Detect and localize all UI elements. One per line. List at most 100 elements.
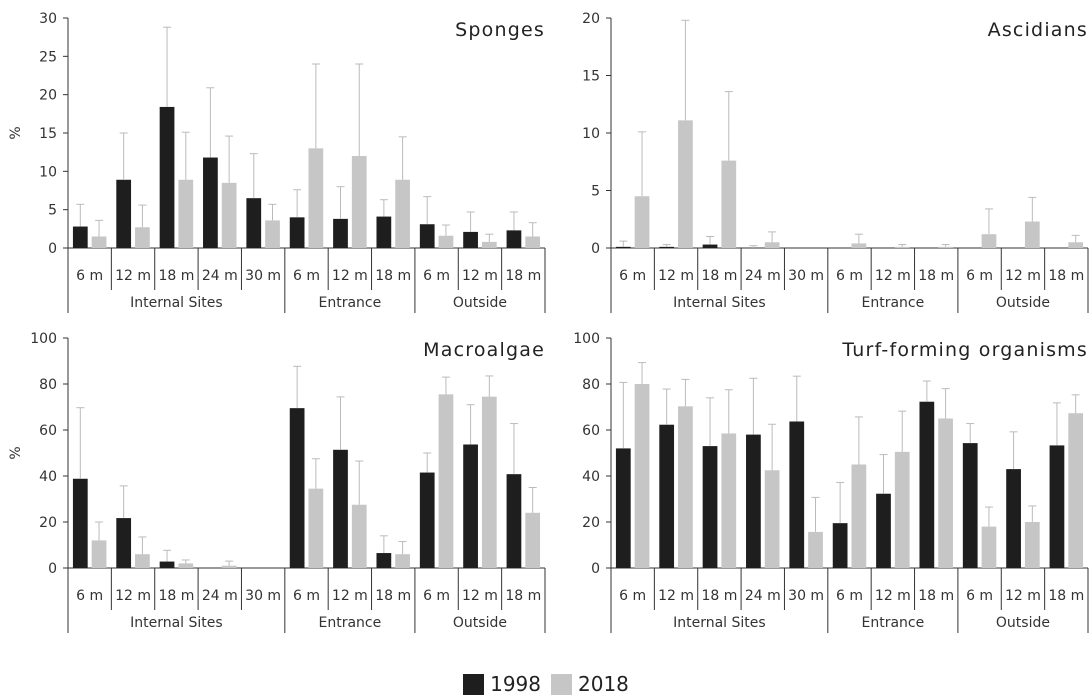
x-tick-label: 6 m — [619, 268, 646, 284]
x-tick-label: 30 m — [245, 588, 281, 604]
legend-label-2018: 2018 — [578, 672, 629, 696]
bar-1998 — [876, 493, 891, 568]
y-tick-label: 80 — [582, 377, 600, 393]
y-tick-label: 0 — [48, 561, 57, 577]
x-tick-label: 6 m — [423, 268, 450, 284]
x-tick-label: 6 m — [966, 588, 993, 604]
bar-2018 — [395, 179, 410, 248]
x-tick-label: 6 m — [293, 588, 320, 604]
bar-2018 — [1024, 522, 1040, 568]
x-tick-label: 12 m — [332, 588, 368, 604]
y-axis-label: % — [8, 446, 24, 459]
x-tick-label: 24 m — [745, 588, 781, 604]
x-tick-label: 18 m — [375, 588, 411, 604]
y-tick-label: 40 — [582, 469, 600, 485]
x-tick-label: 18 m — [701, 268, 737, 284]
bar-1998 — [203, 157, 218, 248]
bar-2018 — [178, 179, 194, 248]
legend-item-2018: 2018 — [551, 672, 629, 696]
bar-1998 — [376, 216, 392, 248]
bar-2018 — [481, 396, 497, 568]
x-tick-label: 24 m — [745, 268, 781, 284]
x-tick-label: 12 m — [875, 268, 911, 284]
bar-1998 — [702, 244, 718, 248]
bar-2018 — [634, 384, 650, 568]
x-tick-label: 12 m — [462, 268, 498, 284]
bar-1998 — [919, 401, 935, 568]
x-tick-label: 18 m — [1048, 268, 1084, 284]
bar-2018 — [525, 512, 541, 568]
y-tick-label: 40 — [39, 469, 57, 485]
x-tick-label: 30 m — [788, 268, 824, 284]
bar-2018 — [678, 120, 693, 248]
bar-1998 — [506, 474, 522, 568]
legend-swatch-1998 — [463, 673, 485, 695]
bar-1998 — [419, 224, 435, 248]
bar-1998 — [506, 230, 522, 248]
bar-2018 — [1068, 242, 1084, 248]
bar-2018 — [1068, 413, 1084, 568]
group-label: Entrance — [318, 295, 381, 311]
x-tick-label: 18 m — [918, 268, 954, 284]
bar-2018 — [981, 234, 997, 248]
x-tick-label: 6 m — [836, 588, 863, 604]
x-tick-label: 12 m — [658, 268, 694, 284]
chart-title: Sponges — [455, 19, 545, 41]
bar-1998 — [463, 231, 478, 248]
y-tick-label: 80 — [39, 377, 57, 393]
bar-1998 — [463, 444, 478, 568]
group-label: Internal Sites — [673, 295, 766, 311]
bar-1998 — [116, 179, 132, 248]
x-tick-label: 12 m — [1005, 588, 1041, 604]
bar-2018 — [525, 236, 541, 248]
group-label: Outside — [453, 615, 507, 631]
bar-2018 — [938, 246, 953, 248]
bar-2018 — [764, 470, 780, 568]
bar-2018 — [351, 156, 367, 248]
y-tick-label: 25 — [39, 49, 57, 65]
group-label: Entrance — [861, 615, 924, 631]
y-tick-label: 100 — [30, 331, 57, 347]
x-tick-label: 12 m — [332, 268, 368, 284]
x-tick-label: 6 m — [836, 268, 863, 284]
y-tick-label: 20 — [582, 515, 600, 531]
bar-1998 — [419, 472, 435, 568]
bar-2018 — [721, 160, 737, 248]
bar-2018 — [981, 526, 997, 568]
legend-swatch-2018 — [551, 673, 572, 695]
x-tick-label: 18 m — [158, 268, 194, 284]
x-tick-label: 18 m — [505, 588, 541, 604]
chart-title: Turf-forming organisms — [841, 339, 1088, 361]
y-tick-label: 10 — [582, 126, 600, 142]
y-tick-label: 20 — [39, 88, 57, 104]
bar-1998 — [789, 421, 805, 568]
group-label: Outside — [996, 295, 1050, 311]
y-axis-label: % — [8, 126, 24, 139]
bar-2018 — [308, 148, 324, 248]
bar-2018 — [721, 433, 737, 568]
x-tick-label: 18 m — [918, 588, 954, 604]
group-label: Internal Sites — [673, 615, 766, 631]
chart-panel-4: Turf-forming organisms 0 20 40 60 80 100 6 m 12 … — [573, 331, 1089, 633]
bar-1998 — [659, 246, 675, 248]
bar-1998 — [159, 561, 175, 568]
bar-2018 — [395, 554, 410, 568]
group-label: Internal Sites — [130, 615, 223, 631]
y-tick-label: 60 — [582, 423, 600, 439]
x-tick-label: 18 m — [375, 268, 411, 284]
bar-1998 — [702, 446, 718, 568]
bar-2018 — [221, 565, 237, 568]
group-label: Entrance — [318, 615, 381, 631]
chart-panel-2: Ascidians 0 5 10 15 20 6 m 12 m 18 m 24 m 30 m Inte… — [582, 11, 1089, 313]
bar-1998 — [289, 408, 305, 568]
x-tick-label: 18 m — [505, 268, 541, 284]
y-tick-label: 30 — [39, 11, 57, 27]
bar-2018 — [678, 406, 693, 568]
bar-2018 — [894, 451, 910, 568]
bar-2018 — [135, 227, 150, 248]
x-tick-label: 24 m — [202, 588, 238, 604]
y-tick-label: 15 — [39, 126, 57, 142]
x-tick-label: 18 m — [1048, 588, 1084, 604]
x-tick-label: 12 m — [875, 588, 911, 604]
bar-1998 — [116, 518, 132, 568]
